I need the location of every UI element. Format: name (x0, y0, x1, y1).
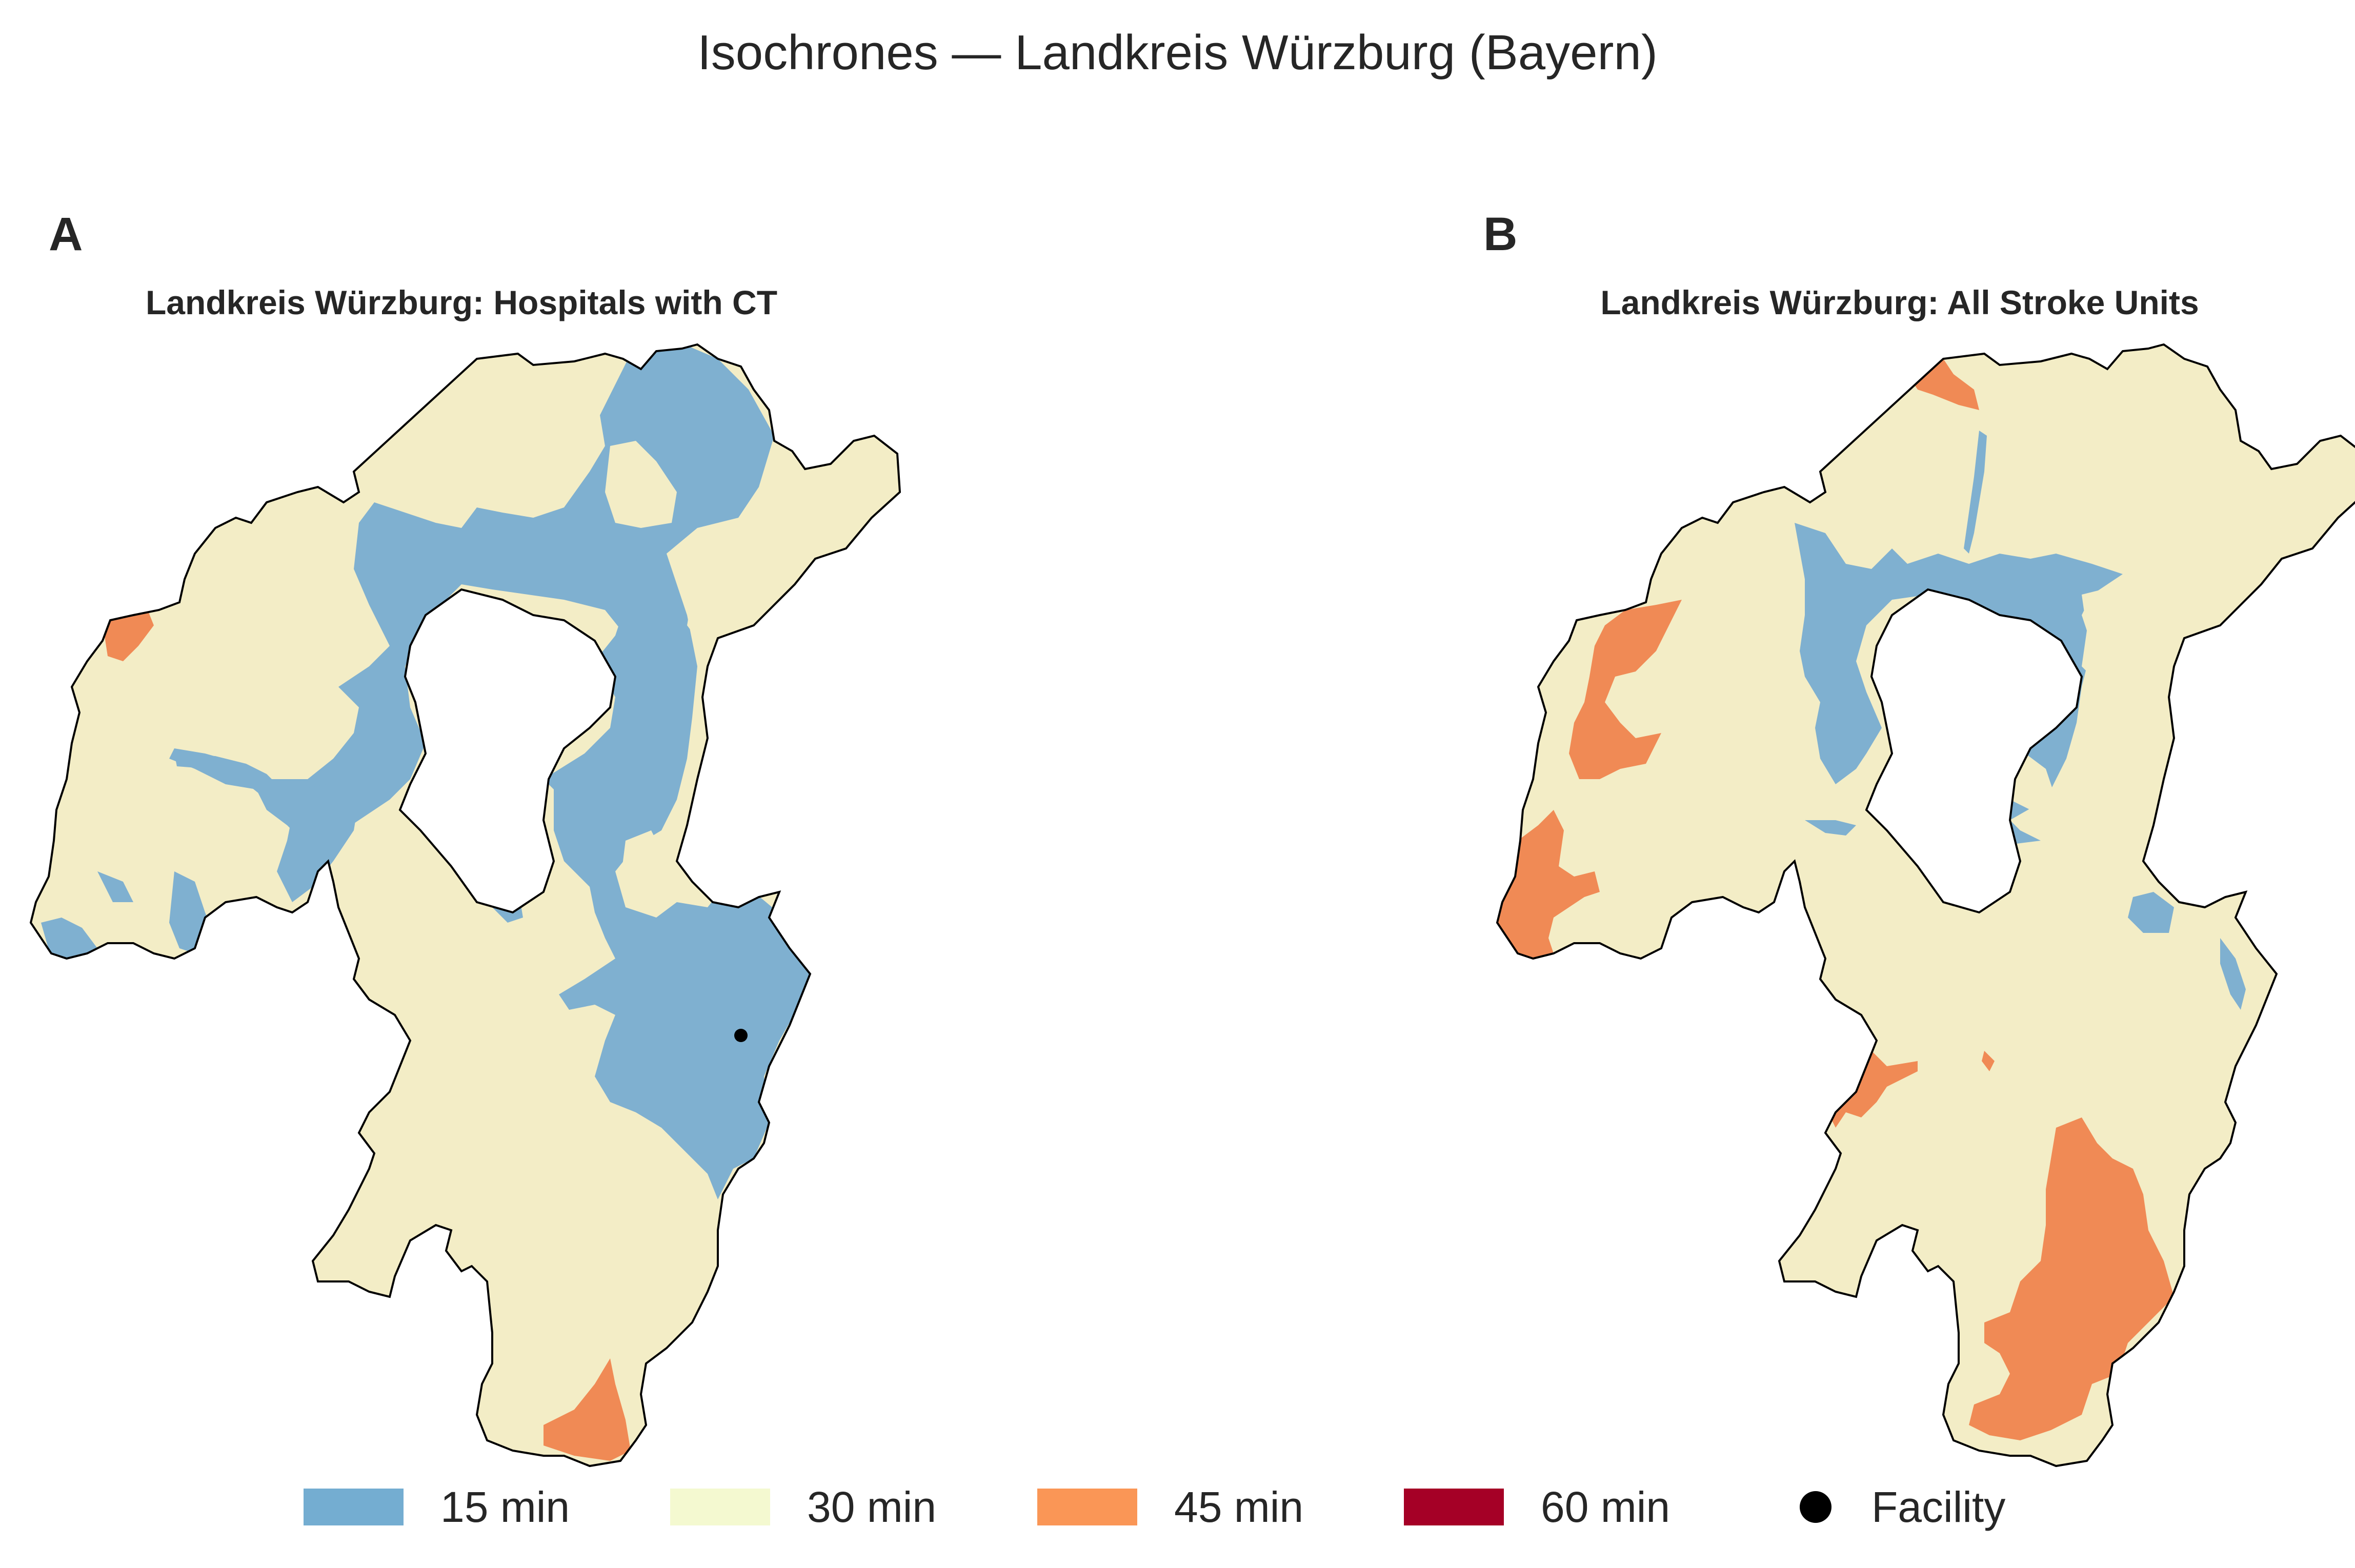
zone-15min-b-west (1805, 820, 1856, 836)
legend-label-45min: 45 min (1174, 1482, 1304, 1531)
zone-15min-a-sw3 (97, 871, 133, 902)
zone-15min-b-se2 (2220, 938, 2246, 1010)
legend-marker-facility (1800, 1491, 1831, 1523)
legend-item-45min: 45 min (1037, 1476, 1303, 1538)
legend-item-30min: 30 min (670, 1476, 936, 1538)
legend-label-facility: Facility (1871, 1482, 2006, 1531)
panel-b-letter: B (1483, 208, 1518, 260)
zone-15min-a-river (174, 754, 313, 825)
legend-item-60min: 60 min (1404, 1476, 1670, 1538)
zone-45min-b-south (1969, 1117, 2174, 1440)
legend-item-15min: 15 min (304, 1476, 570, 1538)
panel-b-title: Landkreis Würzburg: All Stroke Units (1600, 283, 2199, 321)
zone-15min-a-sw1 (41, 918, 97, 964)
legend-swatch-45min (1037, 1489, 1137, 1525)
legend-swatch-15min (304, 1489, 404, 1525)
zone-45min-a-west (103, 613, 154, 661)
legend-label-15min: 15 min (440, 1482, 570, 1531)
zone-15min-b-se (2128, 892, 2174, 933)
island-30min-a-3 (620, 830, 667, 907)
map-panel-a (30, 343, 901, 1467)
zone-45min-a-south (544, 1358, 631, 1461)
panel-a-letter: A (49, 208, 83, 260)
zone-45min-b-west1 (1569, 600, 1682, 779)
zone-15min-b-river-n (1964, 431, 1987, 554)
legend-label-60min: 60 min (1541, 1482, 1670, 1531)
legend-swatch-30min (670, 1489, 770, 1525)
island-30min-a-2 (687, 559, 728, 646)
figure-title: Isochrones — Landkreis Würzburg (Bayern) (697, 25, 1658, 80)
zone-45min-b-west2 (1497, 810, 1600, 959)
legend-item-facility: Facility (1772, 1476, 2005, 1538)
legend-label-30min: 30 min (807, 1482, 937, 1531)
panel-a-title: Landkreis Würzburg: Hospitals with CT (145, 283, 778, 321)
island-30min-b-1 (2082, 589, 2112, 677)
legend-swatch-60min (1404, 1489, 1504, 1525)
facility-marker-a (734, 1029, 748, 1042)
map-panel-b (1496, 343, 2355, 1467)
legend: 15 min 30 min 45 min 60 min Facility (0, 1476, 2355, 1538)
island-30min-a-1 (605, 441, 677, 528)
zone-45min-b-dot (1982, 1051, 1995, 1071)
zone-30min-b (1497, 344, 2355, 1466)
